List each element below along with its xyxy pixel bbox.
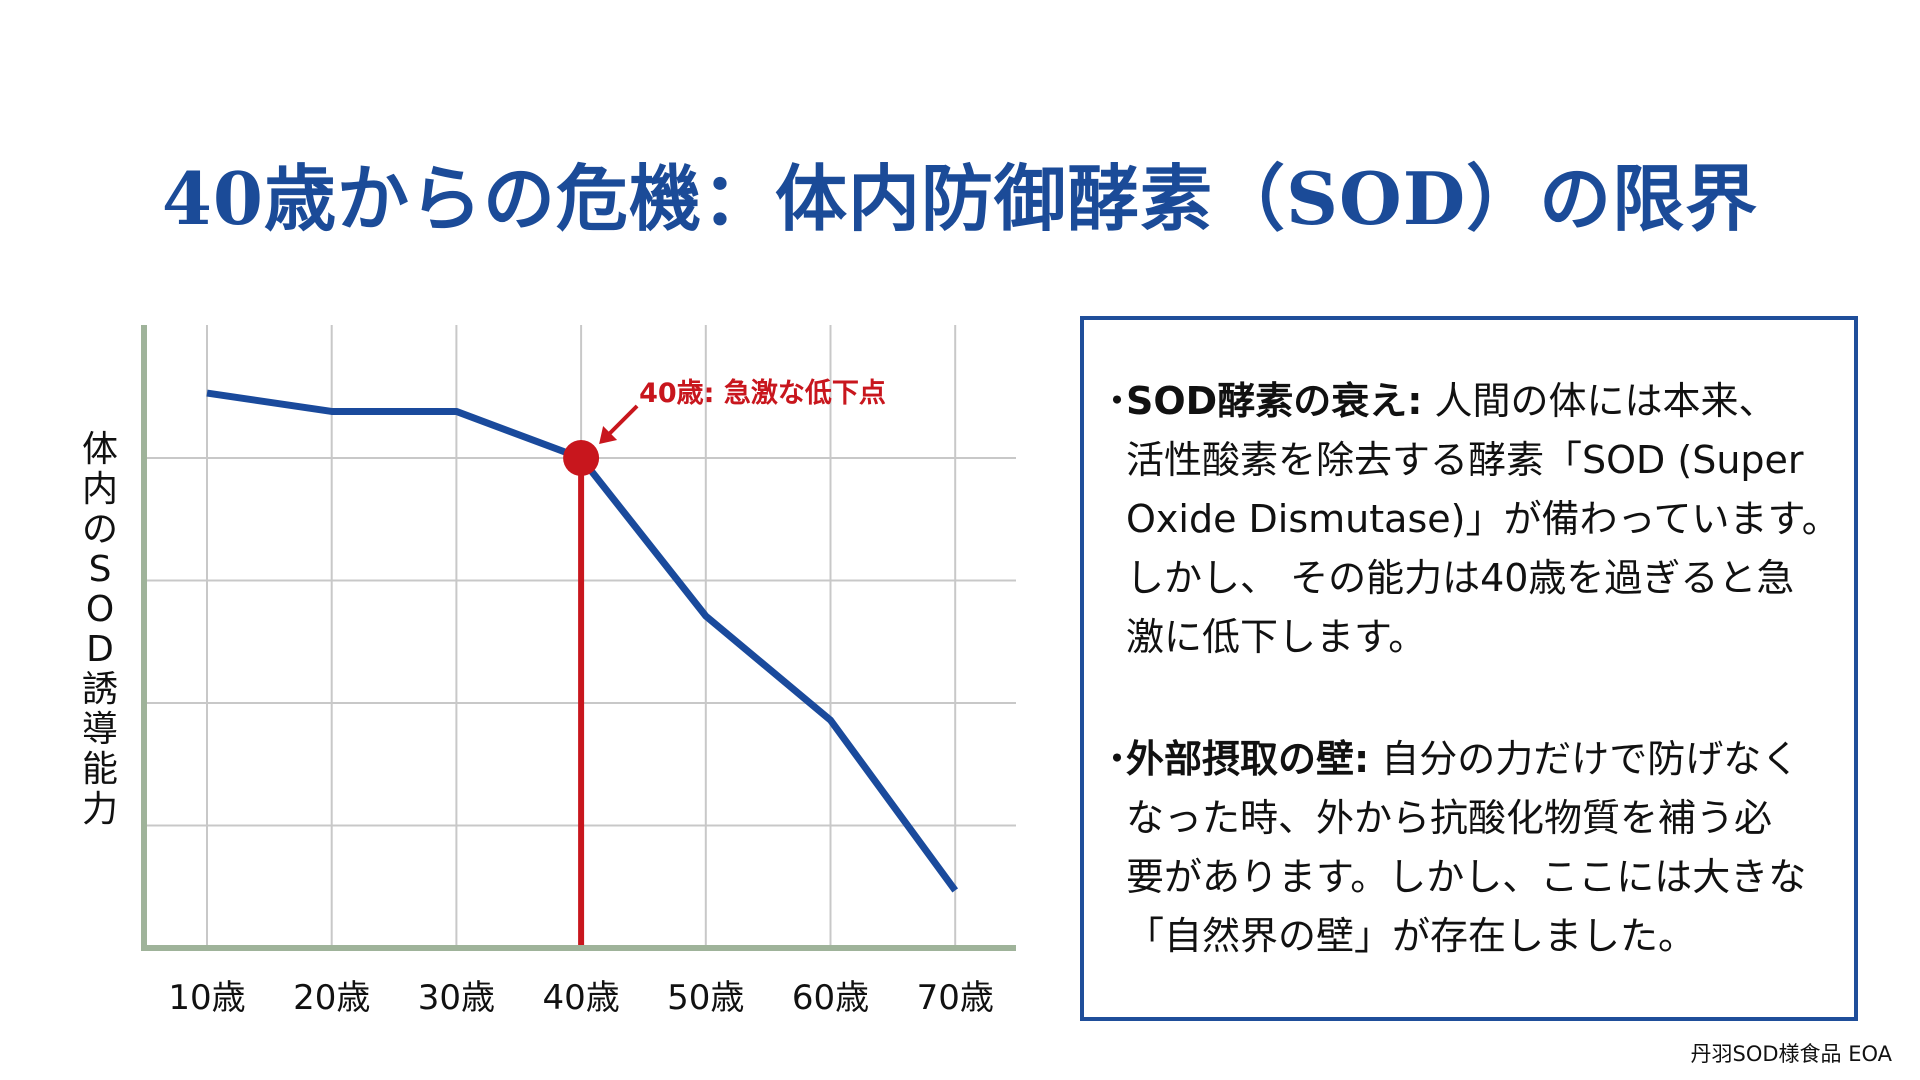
- bullet-dot: ・: [1098, 379, 1137, 423]
- bullet-text: 激に低下します。: [1126, 615, 1427, 659]
- info-box: [1080, 316, 1858, 1021]
- x-tick-label: 60歳: [792, 978, 869, 1018]
- y-axis-label: 体内のSOD誘導能力: [81, 429, 118, 830]
- bullet-heading: SOD酵素の衰え:: [1126, 379, 1423, 423]
- highlight-point: [563, 440, 600, 476]
- bullet-text: 要があります。しかし、ここには大きな: [1126, 855, 1807, 899]
- bullet-text: 活性酸素を除去する酵素「SOD (Super: [1126, 438, 1804, 482]
- x-tick-label: 50歳: [667, 978, 744, 1018]
- bullet-text: 自分の力だけで防げなく: [1369, 737, 1800, 781]
- bullet-dot: ・: [1098, 737, 1137, 781]
- bullet-text: Oxide Dismutase)」が備わっています。: [1126, 497, 1840, 541]
- bullet-heading: 外部摂取の壁:: [1126, 737, 1370, 781]
- x-tick-label: 30歳: [418, 978, 495, 1018]
- bullet-text: しかし、 その能力は40歳を過ぎると急: [1126, 556, 1795, 600]
- bullet-text: 人間の体には本来、: [1422, 379, 1777, 423]
- x-tick-label: 20歳: [293, 978, 370, 1018]
- footer-credit: 丹羽SOD様食品 EOA: [1690, 1042, 1893, 1066]
- annotation-arrowhead: [599, 426, 618, 444]
- sod-chart: 40歳: 急激な低下点 10歳 20歳 30歳 40歳 50歳 60歳 70歳: [141, 325, 1016, 1018]
- x-tick-label: 40歳: [542, 978, 619, 1018]
- page-title: 40歳からの危機：体内防御酵素（SOD）の限界: [161, 156, 1759, 241]
- x-tick-label: 10歳: [168, 978, 245, 1018]
- annotation-arrow: [603, 404, 639, 440]
- bullet-external-intake: ・ 外部摂取の壁: 自分の力だけで防げなく なった時、外から抗酸化物質を補う必 …: [1098, 730, 1806, 966]
- annotation-label: 40歳: 急激な低下点: [639, 377, 886, 409]
- bullet-text: なった時、外から抗酸化物質を補う必: [1126, 796, 1773, 840]
- bullet-sod-decline: ・ SOD酵素の衰え: 人間の体には本来、 活性酸素を除去する酵素「SOD (S…: [1098, 372, 1840, 667]
- bullet-text: 「自然界の壁」が存在しました。: [1126, 914, 1697, 958]
- x-tick-label: 70歳: [917, 978, 994, 1018]
